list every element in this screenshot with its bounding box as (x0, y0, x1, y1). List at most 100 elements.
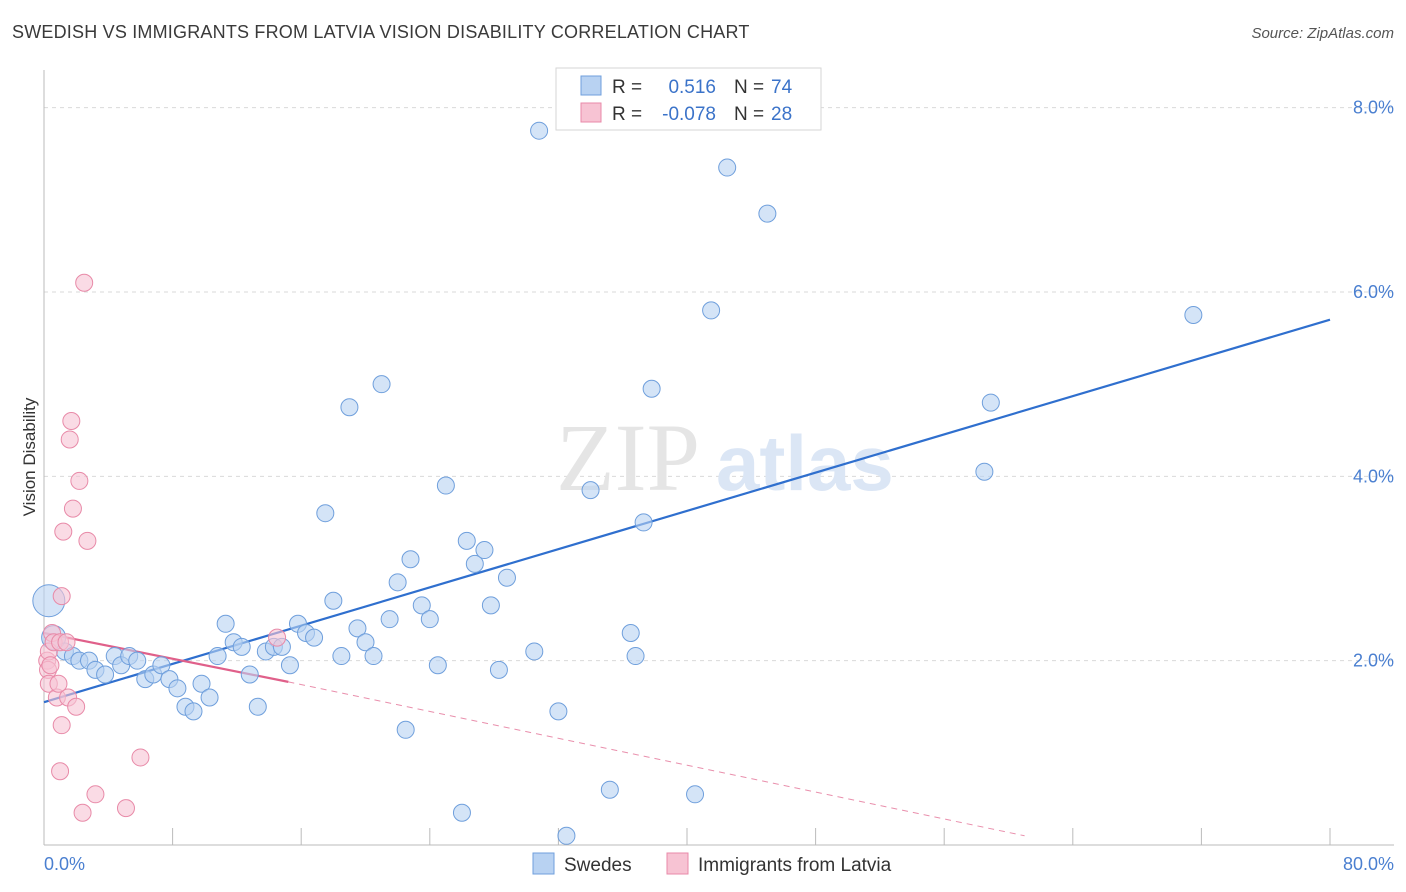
swedes-r-value: 0.516 (668, 77, 716, 98)
swedes-point-59 (549, 702, 568, 721)
watermark-zip: ZIP (556, 404, 700, 511)
swedes-point-58 (530, 121, 549, 140)
swedes-point-41 (372, 375, 391, 394)
swedes-n-value: 74 (771, 77, 793, 98)
latvia-r-value: -0.078 (662, 104, 716, 125)
series-swedes-points (32, 121, 1203, 845)
y-axis-title: Vision Disability (20, 397, 39, 516)
swedes-point-52 (465, 554, 484, 573)
swedes-point-7 (96, 665, 115, 684)
y-tick-label-2: 6.0% (1353, 282, 1394, 302)
swedes-point-30 (280, 656, 299, 675)
latvia-point-13 (54, 522, 73, 541)
swedes-point-33 (305, 628, 324, 647)
swedes-point-67 (686, 785, 705, 804)
swedes-point-51 (457, 531, 476, 550)
swedes-point-43 (388, 573, 407, 592)
swedes-r-label: R = (612, 77, 642, 98)
swedes-point-37 (340, 398, 359, 417)
swedes-point-16 (168, 679, 187, 698)
latvia-point-25 (116, 799, 135, 818)
swedes-point-63 (621, 624, 640, 643)
swedes-point-24 (232, 637, 251, 656)
swedes-swatch (580, 75, 602, 96)
latvia-n-label: N = (734, 104, 764, 125)
trend-lines (43, 318, 1331, 837)
stats-legend: R = 0.516 N = 74 R = -0.078 N = 28 (555, 67, 822, 131)
legend-latvia-swatch (666, 852, 689, 875)
legend-swedes-label: Swedes (564, 855, 632, 876)
swedes-point-38 (348, 619, 367, 638)
latvia-point-8 (49, 674, 68, 693)
swedes-n-label: N = (734, 77, 764, 98)
swedes-point-45 (401, 550, 420, 569)
chart-title: SWEDISH VS IMMIGRANTS FROM LATVIA VISION… (12, 22, 750, 42)
swedes-point-26 (248, 697, 267, 716)
latvia-point-20 (70, 471, 89, 490)
latvia-point-11 (51, 762, 70, 781)
axes (43, 70, 1394, 846)
latvia-point-23 (78, 531, 97, 550)
swedes-point-50 (452, 803, 471, 822)
swedes-point-39 (356, 633, 375, 652)
latvia-point-14 (57, 633, 76, 652)
latvia-point-18 (63, 499, 82, 518)
swedes-point-54 (481, 596, 500, 615)
y-tick-label-0: 2.0% (1353, 651, 1394, 671)
swedes-point-60 (557, 826, 576, 845)
swedes-point-35 (324, 591, 343, 610)
swedes-point-36 (332, 647, 351, 666)
swedes-point-34 (316, 504, 335, 523)
swedes-point-64 (626, 647, 645, 666)
swedes-point-62 (600, 780, 619, 799)
swedes-point-21 (208, 647, 227, 666)
swedes-point-42 (380, 610, 399, 629)
swedes-point-69 (718, 158, 737, 177)
series-latvia-points (38, 273, 287, 822)
x-tick-label-min: 0.0% (44, 854, 85, 874)
latvia-r-label: R = (612, 104, 642, 125)
swedes-point-57 (525, 642, 544, 661)
gridlines (44, 107, 1394, 662)
swedes-point-40 (364, 647, 383, 666)
y-tick-labels: 2.0% 4.0% 6.0% 8.0% (1353, 98, 1394, 671)
swedes-point-48 (428, 656, 447, 675)
legend-swedes-swatch (532, 852, 555, 875)
y-tick-label-1: 4.0% (1353, 466, 1394, 486)
y-tick-label-3: 8.0% (1353, 98, 1394, 118)
latvia-point-22 (75, 273, 94, 292)
swedes-point-22 (216, 614, 235, 633)
latvia-n-value: 28 (771, 104, 792, 125)
swedes-point-53 (475, 541, 494, 560)
swedes-point-14 (152, 656, 171, 675)
swedes-point-49 (436, 476, 455, 495)
swedes-point-20 (200, 688, 219, 707)
latvia-point-27 (268, 628, 287, 647)
latvia-point-21 (73, 803, 92, 822)
x-ticks (172, 828, 1331, 845)
source-label: Source: ZipAtlas.com (1251, 25, 1394, 42)
swedes-point-56 (497, 568, 516, 587)
swedes-point-70 (758, 204, 777, 223)
swedes-point-65 (634, 513, 653, 532)
swedes-point-73 (1184, 306, 1203, 325)
x-tick-label-max: 80.0% (1343, 854, 1394, 874)
latvia-point-17 (62, 412, 81, 431)
swedes-point-66 (642, 379, 661, 398)
swedes-point-18 (184, 702, 203, 721)
swedes-point-44 (396, 720, 415, 739)
swedes-point-68 (702, 301, 721, 320)
latvia-trend-line-extended (288, 681, 1025, 837)
swedes-point-47 (420, 610, 439, 629)
legend-latvia-label: Immigrants from Latvia (698, 855, 892, 876)
latvia-point-16 (60, 430, 79, 449)
latvia-point-26 (131, 748, 150, 767)
latvia-point-19 (67, 697, 86, 716)
swedes-point-61 (581, 481, 600, 500)
swedes-point-71 (975, 462, 994, 481)
latvia-point-12 (52, 716, 71, 735)
swedes-trend-line (43, 318, 1331, 704)
series-legend: Swedes Immigrants from Latvia (532, 852, 892, 876)
latvia-point-10 (52, 587, 71, 606)
